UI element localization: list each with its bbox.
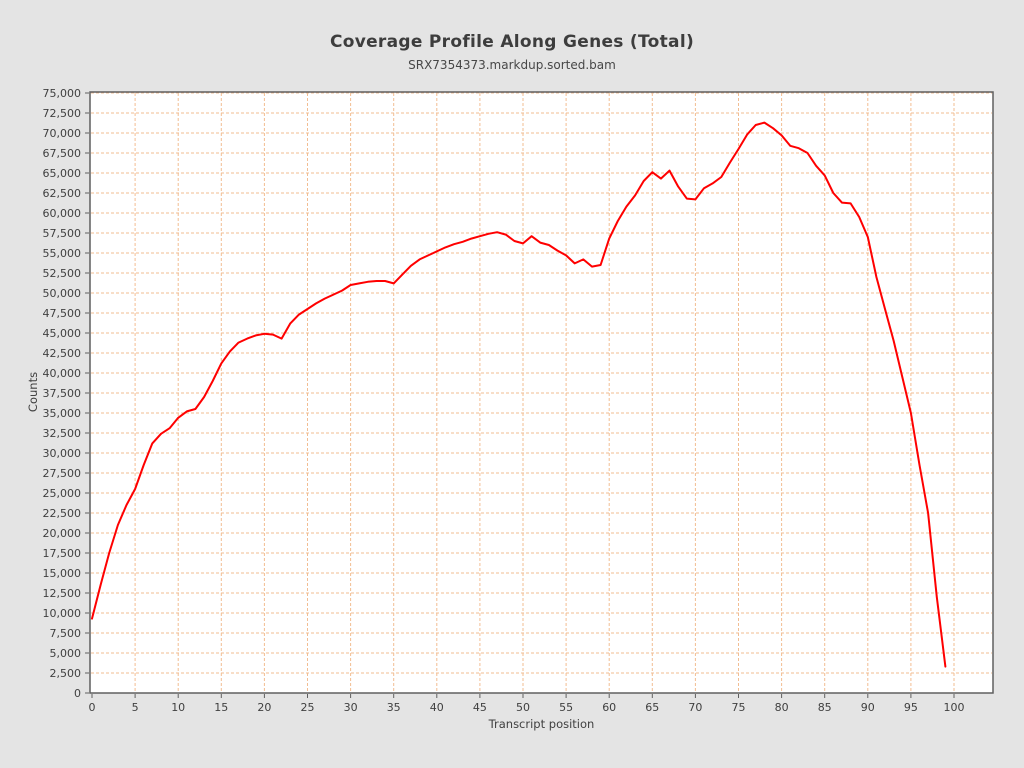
y-tick-label: 25,000	[43, 487, 82, 500]
y-tick-label: 35,000	[43, 407, 82, 420]
y-tick-label: 55,000	[43, 247, 82, 260]
y-tick-label: 0	[74, 687, 81, 700]
y-tick-label: 20,000	[43, 527, 82, 540]
y-tick-label: 17,500	[43, 547, 82, 560]
y-tick-label: 67,500	[43, 147, 82, 160]
y-tick-label: 47,500	[43, 307, 82, 320]
y-tick-label: 42,500	[43, 347, 82, 360]
x-tick-label: 40	[430, 701, 444, 714]
x-tick-label: 90	[861, 701, 875, 714]
y-tick-label: 70,000	[43, 127, 82, 140]
x-tick-label: 5	[132, 701, 139, 714]
y-tick-label: 52,500	[43, 267, 82, 280]
y-tick-label: 15,000	[43, 567, 82, 580]
y-tick-label: 27,500	[43, 467, 82, 480]
x-tick-label: 0	[89, 701, 96, 714]
y-tick-label: 60,000	[43, 207, 82, 220]
x-tick-label: 35	[387, 701, 401, 714]
y-tick-label: 32,500	[43, 427, 82, 440]
x-tick-label: 50	[516, 701, 530, 714]
x-tick-label: 55	[559, 701, 573, 714]
x-tick-label: 75	[732, 701, 746, 714]
y-tick-label: 72,500	[43, 107, 82, 120]
y-tick-label: 45,000	[43, 327, 82, 340]
x-tick-label: 10	[171, 701, 185, 714]
x-tick-label: 65	[645, 701, 659, 714]
chart-subtitle: SRX7354373.markdup.sorted.bam	[408, 58, 616, 72]
y-tick-label: 5,000	[50, 647, 82, 660]
x-tick-label: 60	[602, 701, 616, 714]
y-axis-label: Counts	[26, 371, 40, 413]
y-tick-label: 62,500	[43, 187, 82, 200]
y-tick-label: 30,000	[43, 447, 82, 460]
y-tick-label: 12,500	[43, 587, 82, 600]
chart-title: Coverage Profile Along Genes (Total)	[329, 32, 695, 52]
x-axis-label: Transcript position	[488, 717, 595, 731]
y-tick-label: 22,500	[43, 507, 82, 520]
y-tick-label: 7,500	[50, 627, 82, 640]
x-tick-label: 100	[944, 701, 965, 714]
x-tick-label: 95	[904, 701, 918, 714]
coverage-series-line	[91, 121, 947, 668]
x-tick-label: 85	[818, 701, 832, 714]
y-tick-label: 40,000	[43, 367, 82, 380]
x-tick-label: 80	[775, 701, 789, 714]
y-tick-label: 10,000	[43, 607, 82, 620]
plot-border	[89, 91, 994, 694]
x-tick-label: 15	[214, 701, 228, 714]
y-tick-label: 57,500	[43, 227, 82, 240]
x-tick-label: 30	[344, 701, 358, 714]
y-tick-label: 50,000	[43, 287, 82, 300]
x-tick-label: 45	[473, 701, 487, 714]
x-tick-label: 20	[257, 701, 271, 714]
y-tick-label: 75,000	[43, 87, 82, 100]
y-tick-label: 65,000	[43, 167, 82, 180]
y-tick-label: 2,500	[50, 667, 82, 680]
x-tick-label: 70	[688, 701, 702, 714]
x-tick-label: 25	[301, 701, 315, 714]
y-tick-label: 37,500	[43, 387, 82, 400]
